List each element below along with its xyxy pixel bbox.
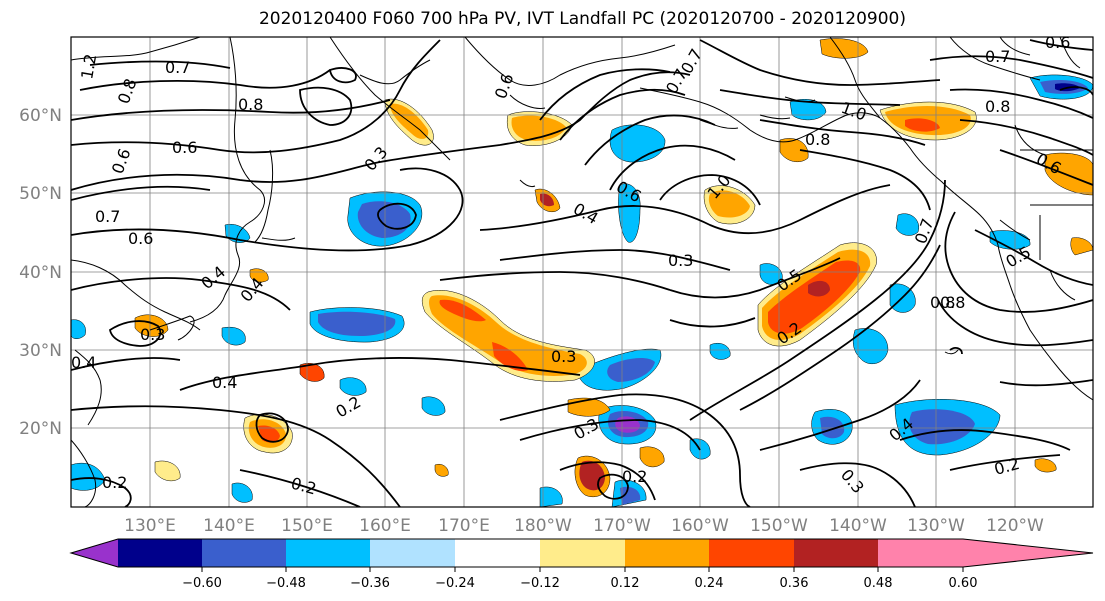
lon-label: 160°E: [359, 516, 411, 536]
contour-label: 0.6: [172, 138, 197, 157]
colorbar-segment: [455, 539, 541, 567]
colorbar-segment: [370, 539, 456, 567]
colorbar-tick-label: −0.12: [520, 576, 560, 591]
contour-label: 0.6: [1045, 33, 1070, 52]
contour-label: 0.3: [140, 325, 165, 344]
lon-label: 150°E: [281, 516, 333, 536]
contour-label: 0.2: [622, 467, 647, 486]
colorbar-extend-right: [963, 539, 1093, 567]
contour-label: 0.3: [668, 251, 693, 270]
lon-label: 130°E: [124, 516, 176, 536]
pv-contours: [71, 39, 1093, 507]
colorbar-extend-left: [71, 539, 118, 567]
latitude-labels: 60°N 50°N 40°N 30°N 20°N: [19, 106, 62, 439]
colorbar-segment: [286, 539, 371, 567]
contour-label: 0.8: [985, 97, 1010, 116]
lon-label: 140°E: [203, 516, 255, 536]
contour-label: 0.2: [102, 473, 127, 492]
colorbar-segment: [202, 539, 287, 567]
lon-label: 140°W: [829, 516, 887, 536]
lon-label: 120°W: [986, 516, 1044, 536]
colorbar-segment: [794, 539, 879, 567]
colorbar-segment: [709, 539, 795, 567]
contour-label: 1.2: [77, 52, 100, 80]
lon-label: 150°W: [750, 516, 808, 536]
lat-label: 60°N: [19, 106, 62, 126]
contour-label: 0.7: [95, 207, 120, 226]
lon-label: 130°W: [907, 516, 965, 536]
map-frame: [70, 36, 1094, 508]
pv-shading: [71, 38, 1093, 507]
colorbar-segment: [625, 539, 710, 567]
colorbar-segment: [118, 539, 203, 567]
lon-label: 160°W: [671, 516, 729, 536]
colorbar: −0.60 −0.48 −0.36 −0.24 −0.12 0.12 0.24 …: [69, 538, 1094, 591]
map-title: 2020120400 F060 700 hPa PV, IVT Landfall…: [258, 9, 906, 29]
colorbar-segment: [878, 539, 964, 567]
coastlines: [71, 37, 1093, 507]
lon-label: 170°E: [438, 516, 490, 536]
longitude-labels: 130°E 140°E 150°E 160°E 170°E 180°W 170°…: [124, 516, 1044, 536]
lon-label: 180°W: [514, 516, 572, 536]
colorbar-tick-label: 0.36: [780, 576, 809, 591]
contour-label: 0.8: [940, 293, 965, 312]
contour-label: 0.4: [71, 353, 96, 372]
lat-label: 30°N: [19, 341, 62, 361]
colorbar-tick-label: 0.12: [611, 576, 640, 591]
contour-label: 0.3: [551, 347, 576, 366]
contour-label: 0.8: [930, 293, 955, 312]
colorbar-tick-label: −0.48: [266, 576, 306, 591]
contour-label: 0.4: [212, 373, 237, 392]
colorbar-segment: [540, 539, 626, 567]
gridlines: [71, 37, 1093, 507]
contour-label: 0.7: [985, 47, 1010, 66]
contour-label: 0.6: [128, 229, 153, 248]
contour-label: 0.8: [238, 95, 263, 114]
contour-label: 0.7: [165, 58, 190, 77]
lat-label: 20°N: [19, 419, 62, 439]
colorbar-tick-label: −0.24: [435, 576, 475, 591]
colorbar-tick-label: −0.60: [182, 576, 222, 591]
lon-label: 170°W: [593, 516, 651, 536]
contour-label: 0.8: [805, 130, 830, 149]
colorbar-tick-label: 0.48: [864, 576, 893, 591]
colorbar-tick-label: 0.24: [695, 576, 724, 591]
lat-label: 40°N: [19, 263, 62, 283]
lat-label: 50°N: [19, 184, 62, 204]
colorbar-tick-label: 0.60: [949, 576, 978, 591]
colorbar-tick-label: −0.36: [350, 576, 390, 591]
